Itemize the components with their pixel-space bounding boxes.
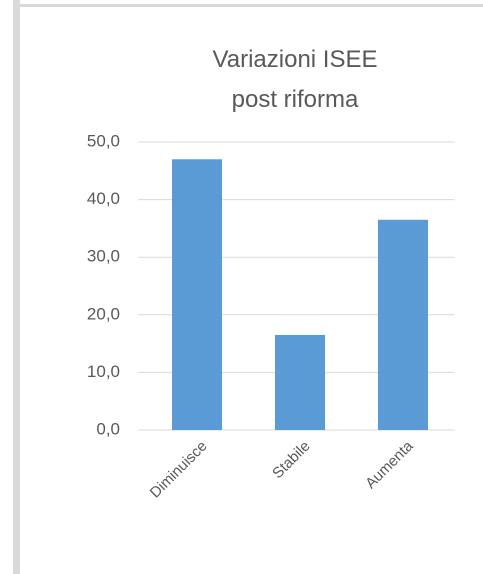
bar (172, 159, 222, 430)
y-tick-label: 40,0 (87, 189, 120, 208)
y-tick-label: 20,0 (87, 304, 120, 323)
bar (378, 219, 428, 430)
chart-title: Variazioni ISEE post riforma (212, 46, 378, 113)
panel-border-left (13, 0, 20, 574)
y-tick-label: 30,0 (87, 247, 120, 266)
x-tick-label: Stabile (269, 438, 313, 482)
bar (275, 334, 325, 430)
y-tick-label: 50,0 (87, 131, 120, 150)
y-tick-label: 0,0 (96, 419, 120, 438)
x-tick-label: Diminuisce (147, 438, 211, 502)
panel-border-top (20, 4, 483, 7)
x-tick-label: Aumenta (362, 437, 417, 492)
y-tick-label: 10,0 (87, 362, 120, 381)
